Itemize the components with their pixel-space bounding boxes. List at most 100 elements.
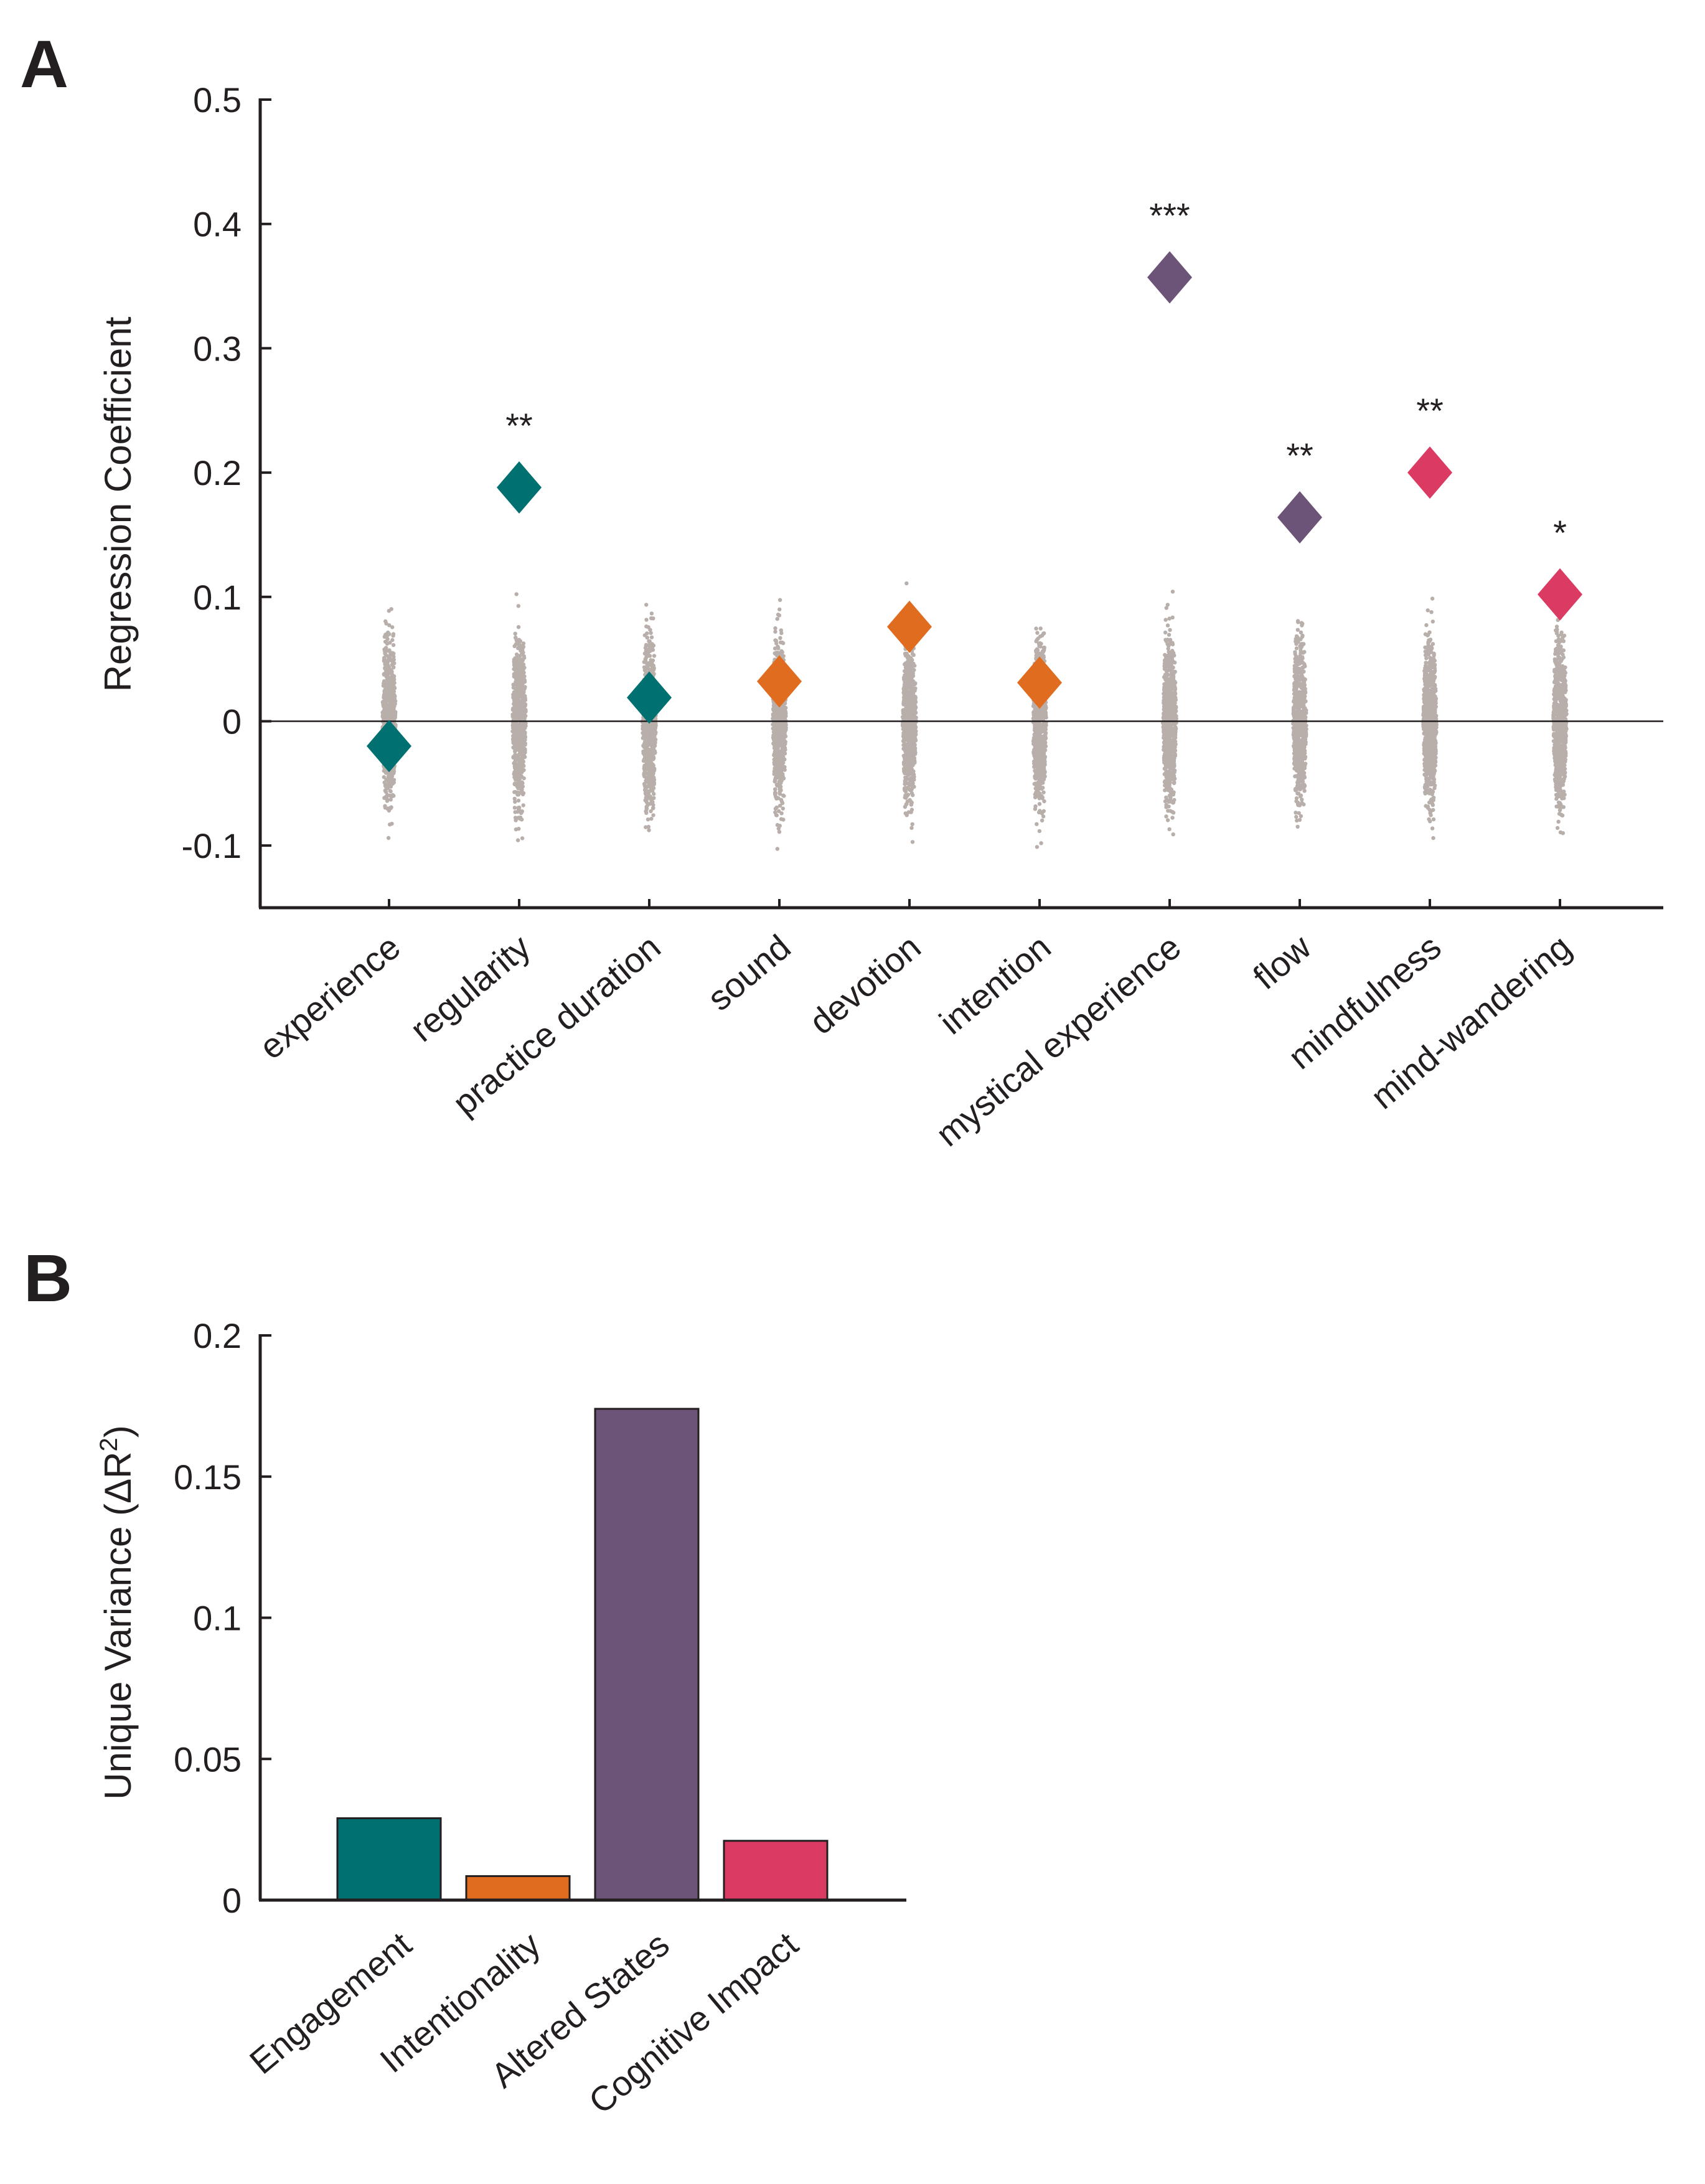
null-point xyxy=(901,746,906,751)
null-point xyxy=(1162,661,1167,666)
null-point xyxy=(642,774,647,779)
null-point xyxy=(521,644,526,649)
null-point xyxy=(903,742,908,747)
null-point xyxy=(652,781,657,785)
null-point xyxy=(903,787,908,792)
null-point xyxy=(647,796,652,800)
null-point xyxy=(519,715,523,720)
null-point xyxy=(1169,728,1174,733)
null-point xyxy=(776,826,781,831)
null-point xyxy=(1168,789,1173,793)
null-point xyxy=(1041,781,1045,785)
null-point xyxy=(1163,788,1167,793)
null-point xyxy=(775,616,779,621)
null-point xyxy=(1173,680,1178,685)
null-point xyxy=(390,793,395,798)
null-point xyxy=(645,648,649,653)
null-point xyxy=(1162,664,1167,669)
null-point xyxy=(1041,725,1045,729)
null-point xyxy=(512,644,517,649)
null-point xyxy=(383,806,388,810)
null-point xyxy=(1036,761,1041,765)
null-point xyxy=(1162,712,1166,717)
null-point xyxy=(1163,630,1168,635)
null-point xyxy=(391,632,396,636)
null-point xyxy=(1037,746,1041,751)
null-point xyxy=(1033,741,1038,746)
null-point xyxy=(1173,725,1178,730)
null-point xyxy=(649,750,654,755)
null-point xyxy=(773,790,777,795)
null-point xyxy=(779,799,784,804)
null-point xyxy=(912,738,917,743)
null-point xyxy=(1165,773,1169,777)
null-point xyxy=(1163,618,1168,622)
null-point xyxy=(1167,827,1172,832)
null-point xyxy=(519,811,524,816)
null-point xyxy=(515,793,520,797)
null-point xyxy=(1038,778,1043,783)
null-point xyxy=(392,769,397,774)
null-point xyxy=(912,759,916,764)
null-point xyxy=(517,709,522,714)
null-point xyxy=(903,651,908,656)
null-point xyxy=(1169,675,1173,680)
null-point xyxy=(905,737,909,741)
null-point xyxy=(782,794,786,798)
null-point xyxy=(1041,790,1046,794)
null-point xyxy=(390,625,395,629)
null-point xyxy=(644,618,649,622)
null-point xyxy=(1172,781,1177,786)
null-point xyxy=(1032,753,1036,758)
null-point xyxy=(1174,717,1178,721)
null-point xyxy=(648,662,652,667)
null-point xyxy=(1173,687,1178,692)
null-point xyxy=(1031,738,1036,743)
null-point xyxy=(513,712,517,717)
null-point xyxy=(1034,776,1038,781)
null-point xyxy=(384,789,388,794)
null-point xyxy=(908,798,912,803)
null-point xyxy=(910,840,915,844)
null-point xyxy=(1038,734,1043,738)
null-point xyxy=(516,625,521,629)
null-point xyxy=(774,707,778,711)
null-point xyxy=(776,646,781,651)
null-point xyxy=(512,770,517,774)
null-point xyxy=(1165,709,1170,713)
null-point xyxy=(393,712,397,717)
null-point xyxy=(1163,638,1168,642)
null-point xyxy=(514,705,519,710)
null-point xyxy=(1171,738,1176,742)
null-point xyxy=(651,803,655,807)
null-point xyxy=(1035,638,1039,642)
null-point xyxy=(1167,781,1171,785)
null-point xyxy=(390,774,395,779)
null-point xyxy=(1036,724,1040,729)
null-point xyxy=(1168,713,1173,718)
null-point xyxy=(512,665,517,669)
null-point xyxy=(1040,774,1045,779)
null-point xyxy=(1165,603,1170,607)
null-point xyxy=(649,798,654,803)
null-point xyxy=(780,640,784,645)
null-point xyxy=(1166,727,1170,731)
null-point xyxy=(905,659,910,664)
null-point xyxy=(1166,748,1171,752)
null-point xyxy=(388,708,393,712)
null-point xyxy=(386,781,391,786)
null-point xyxy=(903,757,908,761)
null-point xyxy=(385,634,390,638)
null-point xyxy=(652,792,656,796)
null-point xyxy=(511,755,516,760)
null-point xyxy=(909,787,914,792)
null-point xyxy=(1165,760,1170,764)
null-point xyxy=(906,773,911,777)
null-point xyxy=(517,734,522,739)
null-point xyxy=(387,623,392,628)
null-point xyxy=(1167,659,1172,664)
null-point xyxy=(1170,721,1175,725)
null-distribution-flow xyxy=(1291,619,1308,829)
